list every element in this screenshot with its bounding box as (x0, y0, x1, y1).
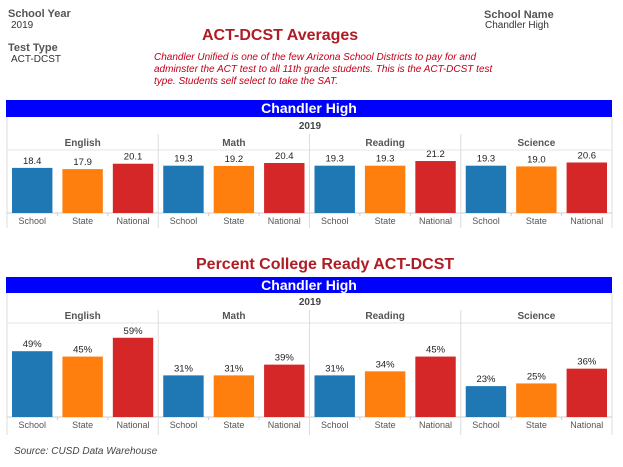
data-label: 36% (577, 357, 597, 368)
category-label: National (570, 420, 603, 430)
bar-math-national (264, 364, 305, 417)
data-label: 39% (275, 353, 295, 364)
chart1-band-title: Chandler High (6, 100, 612, 117)
data-label: 49% (23, 339, 43, 350)
bar-math-state (213, 375, 255, 417)
bar-science-school (465, 165, 507, 213)
bar-reading-state (364, 165, 406, 213)
bar-reading-school (314, 165, 355, 213)
category-label: School (170, 216, 198, 226)
chart2-band-title: Chandler High (6, 277, 612, 293)
category-label: State (72, 420, 93, 430)
test-type-value: ACT-DCST (11, 54, 61, 65)
bar-english-national (112, 163, 154, 213)
data-label: 25% (527, 371, 547, 382)
data-label: 19.0 (527, 154, 546, 165)
category-label: School (472, 420, 500, 430)
test-type-label: Test Type (8, 42, 58, 54)
category-label: School (321, 420, 349, 430)
data-label: 19.3 (477, 154, 496, 165)
year-label: 2019 (299, 297, 322, 308)
data-label: 18.4 (23, 156, 42, 167)
bar-math-national (264, 162, 305, 213)
facet-title-english: English (65, 311, 101, 322)
category-label: National (268, 216, 301, 226)
bar-reading-state (364, 371, 406, 417)
category-label: National (419, 420, 452, 430)
bar-science-state (516, 166, 557, 213)
data-label: 20.4 (275, 151, 294, 162)
bar-english-school (12, 351, 53, 417)
category-label: State (526, 216, 547, 226)
bar-math-state (213, 165, 255, 213)
bar-english-state (62, 169, 103, 213)
bar-math-school (163, 375, 204, 417)
category-label: State (223, 216, 244, 226)
category-label: National (117, 420, 150, 430)
description-note: Chandler Unified is one of the few Arizo… (154, 52, 493, 87)
category-label: State (223, 420, 244, 430)
facet-title-math: Math (222, 138, 245, 149)
bar-math-school (163, 165, 204, 213)
category-label: National (268, 420, 301, 430)
category-label: State (72, 216, 93, 226)
data-label: 45% (73, 345, 93, 356)
data-label: 19.3 (325, 154, 344, 165)
bar-english-national (112, 337, 154, 417)
facet-title-science: Science (517, 311, 555, 322)
bar-reading-national (415, 161, 456, 213)
bar-reading-school (314, 375, 355, 417)
category-label: National (419, 216, 452, 226)
bar-science-state (516, 383, 557, 417)
data-label: 31% (224, 363, 244, 374)
facet-title-reading: Reading (365, 311, 404, 322)
college-ready-chart: 2019 English 49% School 45% State 59% National M… (6, 293, 613, 435)
category-label: National (570, 216, 603, 226)
data-label: 31% (325, 363, 345, 374)
bar-science-national (566, 162, 607, 213)
data-label: 20.6 (578, 151, 597, 162)
facet-title-science: Science (517, 138, 555, 149)
data-label: 45% (426, 345, 446, 356)
data-label: 23% (476, 374, 496, 385)
data-label: 17.9 (73, 157, 92, 168)
act-averages-chart: 2019 English 18.4 School 17.9 State 20.1 Nation… (6, 117, 613, 228)
school-year-value: 2019 (11, 20, 34, 31)
facet-title-math: Math (222, 311, 245, 322)
data-label: 59% (124, 326, 144, 337)
data-label: 19.3 (174, 154, 193, 165)
bar-english-state (62, 356, 103, 417)
facet-title-reading: Reading (365, 138, 404, 149)
school-name-label: School Name (484, 9, 554, 21)
school-year-label: School Year (8, 8, 71, 20)
section2-title: Percent College Ready ACT-DCST (196, 256, 455, 273)
category-label: State (375, 420, 396, 430)
category-label: State (375, 216, 396, 226)
facet-title-english: English (65, 138, 101, 149)
school-name-value: Chandler High (485, 20, 549, 31)
data-label: 31% (174, 363, 194, 374)
data-label: 21.2 (426, 149, 445, 160)
page-title: ACT-DCST Averages (202, 27, 359, 44)
category-label: School (18, 216, 46, 226)
bar-reading-national (415, 356, 456, 417)
data-label: 19.2 (225, 154, 244, 165)
category-label: State (526, 420, 547, 430)
category-label: National (117, 216, 150, 226)
data-label: 34% (376, 359, 396, 370)
bar-science-national (566, 368, 607, 417)
category-label: School (18, 420, 46, 430)
bar-english-school (12, 167, 53, 213)
category-label: School (472, 216, 500, 226)
category-label: School (321, 216, 349, 226)
category-label: School (170, 420, 198, 430)
data-label: 19.3 (376, 154, 395, 165)
data-label: 20.1 (124, 152, 143, 163)
source-note: Source: CUSD Data Warehouse (14, 446, 158, 457)
bar-science-school (465, 386, 507, 417)
year-label: 2019 (299, 121, 322, 132)
